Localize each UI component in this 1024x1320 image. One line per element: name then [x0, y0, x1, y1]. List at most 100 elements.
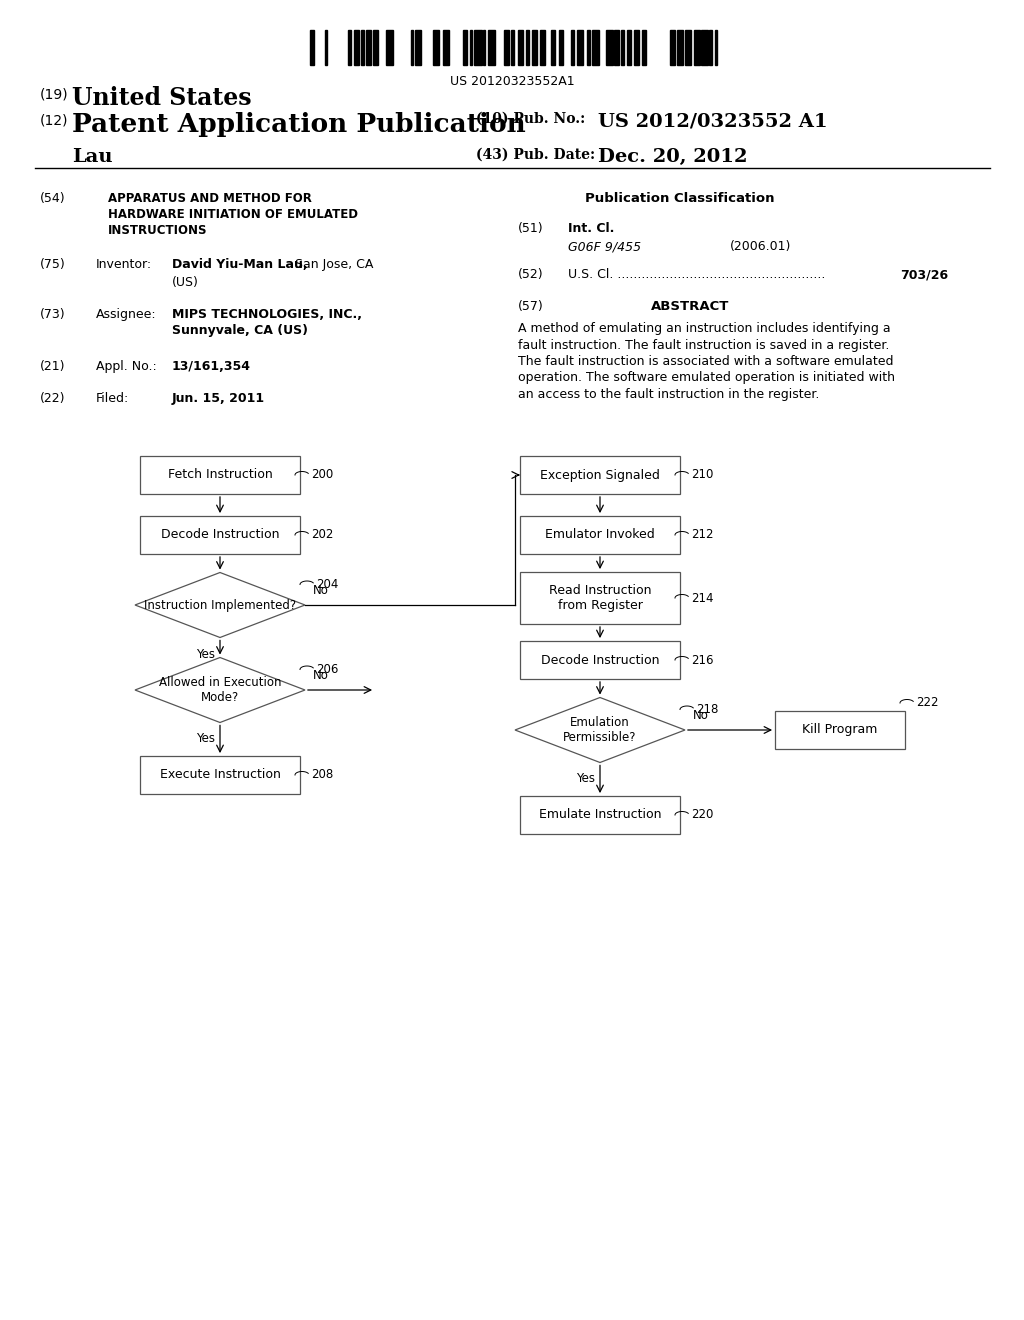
- Text: 218: 218: [696, 704, 719, 715]
- Bar: [710, 30, 712, 65]
- Bar: [488, 30, 495, 65]
- Text: 703/26: 703/26: [900, 268, 948, 281]
- Text: No: No: [693, 709, 709, 722]
- Bar: [628, 30, 632, 65]
- Text: Decode Instruction: Decode Instruction: [541, 653, 659, 667]
- Text: Publication Classification: Publication Classification: [586, 191, 775, 205]
- Bar: [386, 30, 393, 65]
- Text: Dec. 20, 2012: Dec. 20, 2012: [598, 148, 748, 166]
- Bar: [571, 30, 574, 65]
- Text: APPARATUS AND METHOD FOR
HARDWARE INITIATION OF EMULATED
INSTRUCTIONS: APPARATUS AND METHOD FOR HARDWARE INITIA…: [108, 191, 358, 238]
- FancyBboxPatch shape: [520, 796, 680, 834]
- Text: (75): (75): [40, 257, 66, 271]
- Text: Yes: Yes: [575, 772, 595, 785]
- Bar: [474, 30, 481, 65]
- FancyBboxPatch shape: [520, 572, 680, 624]
- Text: Decode Instruction: Decode Instruction: [161, 528, 280, 541]
- Bar: [559, 30, 562, 65]
- Bar: [531, 30, 538, 65]
- Polygon shape: [135, 657, 305, 722]
- Bar: [677, 30, 683, 65]
- Text: A method of emulating an instruction includes identifying a
fault instruction. T: A method of emulating an instruction inc…: [518, 322, 895, 401]
- Bar: [470, 30, 472, 65]
- Bar: [354, 30, 358, 65]
- Text: (19): (19): [40, 88, 69, 102]
- Text: 206: 206: [316, 663, 338, 676]
- Text: (10) Pub. No.:: (10) Pub. No.:: [476, 112, 586, 125]
- FancyBboxPatch shape: [520, 642, 680, 678]
- Text: Yes: Yes: [196, 733, 215, 746]
- Bar: [606, 30, 613, 65]
- Text: 210: 210: [691, 469, 714, 482]
- Bar: [348, 30, 351, 65]
- Text: Patent Application Publication: Patent Application Publication: [72, 112, 525, 137]
- Text: U.S. Cl. ....................................................: U.S. Cl. ...............................…: [568, 268, 825, 281]
- Text: Fetch Instruction: Fetch Instruction: [168, 469, 272, 482]
- Bar: [593, 30, 599, 65]
- Text: US 2012/0323552 A1: US 2012/0323552 A1: [598, 112, 827, 129]
- Polygon shape: [135, 573, 305, 638]
- Bar: [700, 30, 708, 65]
- Text: (US): (US): [172, 276, 199, 289]
- Text: San Jose, CA: San Jose, CA: [295, 257, 374, 271]
- Bar: [578, 30, 584, 65]
- Text: (21): (21): [40, 360, 66, 374]
- Bar: [526, 30, 528, 65]
- FancyBboxPatch shape: [140, 516, 300, 554]
- Text: (54): (54): [40, 191, 66, 205]
- Bar: [635, 30, 639, 65]
- Text: ABSTRACT: ABSTRACT: [651, 300, 729, 313]
- Text: No: No: [313, 669, 329, 682]
- Text: US 20120323552A1: US 20120323552A1: [450, 75, 574, 88]
- Bar: [415, 30, 421, 65]
- Bar: [361, 30, 365, 65]
- Bar: [310, 30, 314, 65]
- Text: G06F 9/455: G06F 9/455: [568, 240, 641, 253]
- FancyBboxPatch shape: [775, 711, 905, 748]
- Bar: [552, 30, 555, 65]
- Bar: [670, 30, 675, 65]
- Text: Int. Cl.: Int. Cl.: [568, 222, 614, 235]
- Text: (51): (51): [518, 222, 544, 235]
- Text: Emulator Invoked: Emulator Invoked: [545, 528, 655, 541]
- Bar: [463, 30, 467, 65]
- Text: Yes: Yes: [196, 648, 215, 660]
- Bar: [411, 30, 413, 65]
- Text: Kill Program: Kill Program: [803, 723, 878, 737]
- Bar: [621, 30, 624, 65]
- Text: 200: 200: [311, 469, 333, 482]
- Text: Emulation
Permissible?: Emulation Permissible?: [563, 715, 637, 744]
- Text: 208: 208: [311, 768, 333, 781]
- Text: 220: 220: [691, 808, 714, 821]
- Text: Exception Signaled: Exception Signaled: [540, 469, 659, 482]
- Text: (43) Pub. Date:: (43) Pub. Date:: [476, 148, 595, 162]
- Bar: [443, 30, 449, 65]
- Bar: [517, 30, 523, 65]
- Text: 216: 216: [691, 653, 714, 667]
- Bar: [504, 30, 509, 65]
- Text: 204: 204: [316, 578, 338, 591]
- Text: 202: 202: [311, 528, 334, 541]
- Text: Lau: Lau: [72, 148, 113, 166]
- Text: Appl. No.:: Appl. No.:: [96, 360, 157, 374]
- Bar: [715, 30, 717, 65]
- Text: (22): (22): [40, 392, 66, 405]
- Text: Read Instruction
from Register: Read Instruction from Register: [549, 583, 651, 612]
- Bar: [685, 30, 691, 65]
- Text: 222: 222: [916, 697, 939, 710]
- Bar: [511, 30, 514, 65]
- Text: 214: 214: [691, 591, 714, 605]
- Text: 212: 212: [691, 528, 714, 541]
- FancyBboxPatch shape: [140, 756, 300, 795]
- Text: David Yiu-Man Lau,: David Yiu-Man Lau,: [172, 257, 307, 271]
- Text: Execute Instruction: Execute Instruction: [160, 768, 281, 781]
- Bar: [373, 30, 378, 65]
- Text: Inventor:: Inventor:: [96, 257, 153, 271]
- Bar: [367, 30, 371, 65]
- FancyBboxPatch shape: [520, 455, 680, 494]
- Bar: [483, 30, 485, 65]
- Bar: [614, 30, 620, 65]
- Text: MIPS TECHNOLOGIES, INC.,
Sunnyvale, CA (US): MIPS TECHNOLOGIES, INC., Sunnyvale, CA (…: [172, 308, 362, 337]
- FancyBboxPatch shape: [140, 455, 300, 494]
- Text: Allowed in Execution
Mode?: Allowed in Execution Mode?: [159, 676, 282, 704]
